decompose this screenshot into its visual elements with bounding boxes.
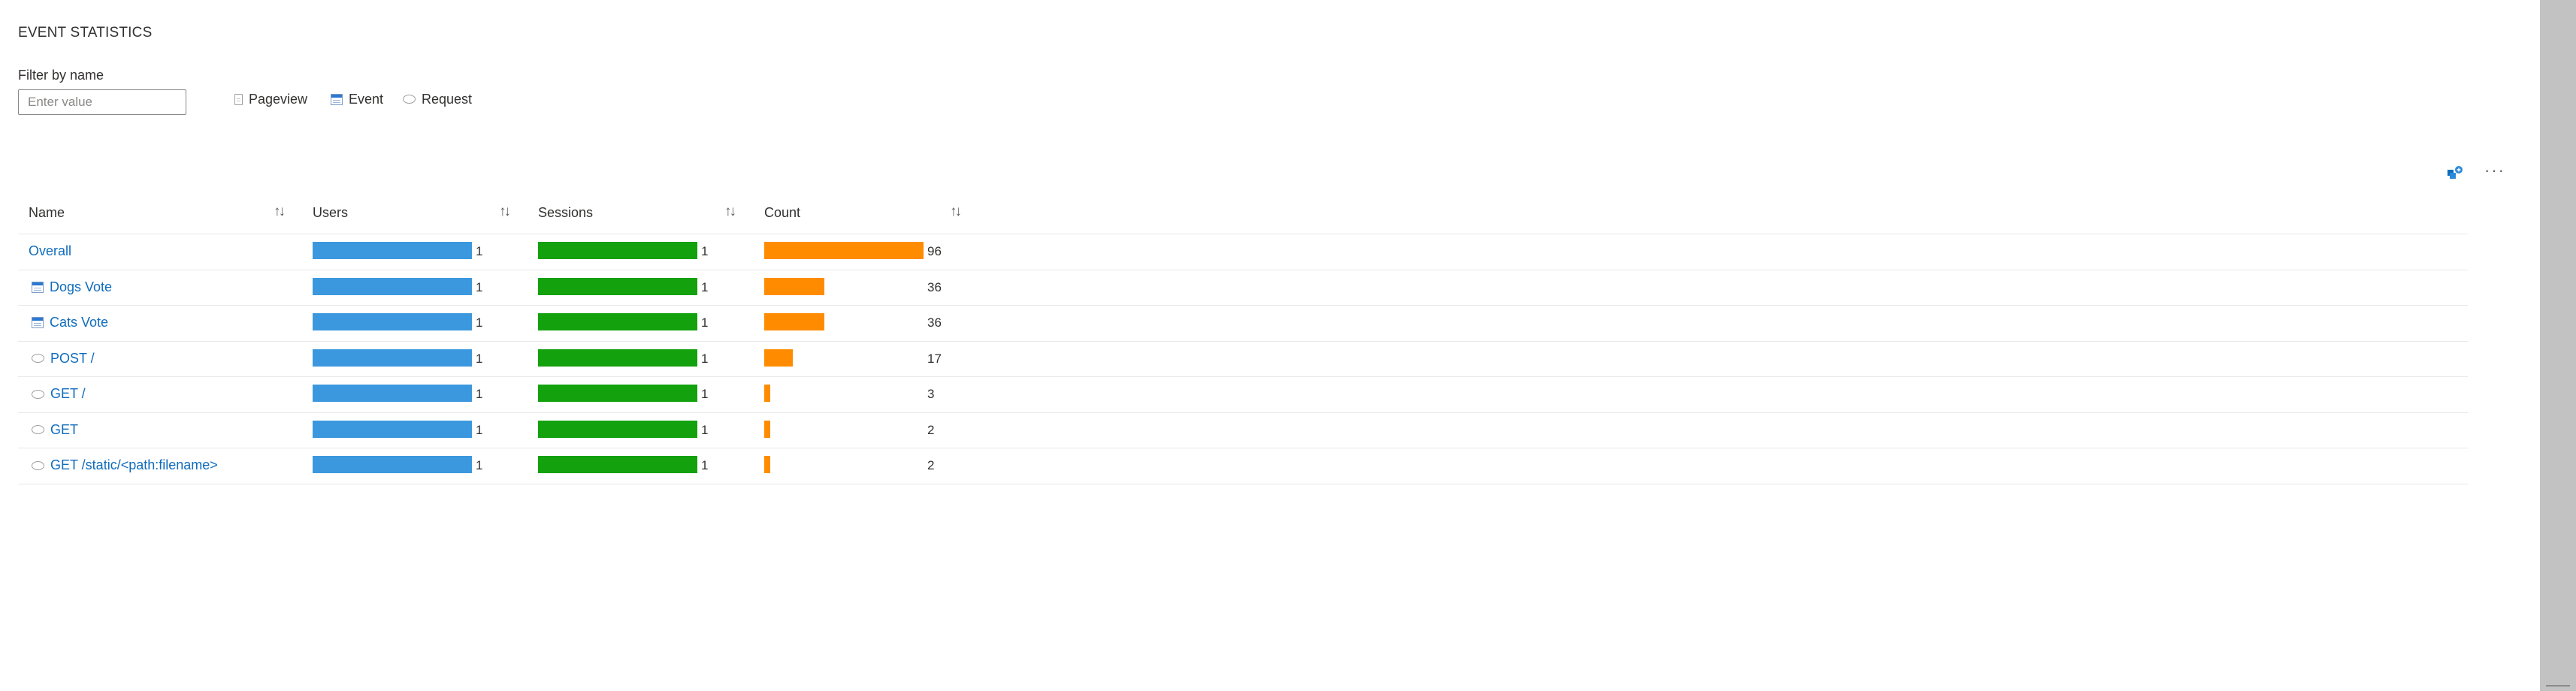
table-row: Cats Vote 1 1 36: [18, 305, 2468, 341]
event-icon: [32, 281, 44, 293]
table-row: Overall 1 1 96: [18, 234, 2468, 270]
pin-to-dashboard-icon[interactable]: [2447, 165, 2463, 182]
legend-request[interactable]: Request: [403, 89, 472, 109]
sort-name-icon[interactable]: ↑↓: [274, 204, 286, 219]
sort-users-icon[interactable]: ↑↓: [499, 204, 511, 219]
row-name-link[interactable]: GET: [32, 422, 78, 438]
count-value: 3: [927, 387, 935, 401]
count-value: 36: [927, 315, 942, 330]
row-name-link[interactable]: Cats Vote: [32, 315, 108, 330]
sessions-value: 1: [701, 315, 709, 330]
row-name: Cats Vote: [50, 315, 109, 330]
users-bar: [313, 420, 472, 438]
count-bar: [764, 277, 824, 295]
legend-pageview-label: Pageview: [249, 91, 308, 107]
row-name-link[interactable]: GET /: [32, 386, 86, 402]
row-name: POST /: [50, 350, 95, 366]
sessions-value: 1: [701, 351, 709, 366]
users-bar: [313, 385, 472, 402]
users-value: 1: [476, 422, 483, 437]
page-title: EVENT STATISTICS: [18, 25, 153, 41]
legend-pageview[interactable]: Pageview: [234, 89, 307, 109]
table-row: GET 1 1 2: [18, 412, 2468, 448]
count-bar: [764, 242, 924, 259]
count-bar: [764, 385, 770, 402]
column-header-count[interactable]: Count: [764, 205, 801, 220]
table-row: Dogs Vote 1 1 36: [18, 269, 2468, 306]
users-value: 1: [476, 315, 483, 330]
sort-sessions-icon[interactable]: ↑↓: [724, 204, 736, 219]
users-value: 1: [476, 458, 483, 472]
sessions-value: 1: [701, 244, 709, 258]
more-options-icon[interactable]: ···: [2484, 161, 2505, 180]
sort-count-icon[interactable]: ↑↓: [950, 204, 962, 219]
users-value: 1: [476, 279, 483, 294]
sessions-bar: [538, 420, 697, 438]
sessions-bar: [538, 456, 697, 473]
row-name: Dogs Vote: [50, 279, 113, 294]
table-row: POST / 1 1 17: [18, 340, 2468, 377]
count-bar: [764, 349, 793, 367]
legend-event-label: Event: [349, 91, 384, 107]
sessions-bar: [538, 242, 697, 259]
users-value: 1: [476, 351, 483, 366]
count-bar: [764, 420, 770, 438]
row-name-link[interactable]: GET /static/<path:filename>: [32, 457, 218, 473]
legend-event[interactable]: Event: [331, 89, 383, 109]
legend-request-label: Request: [422, 91, 473, 107]
row-name-link[interactable]: Dogs Vote: [32, 279, 112, 295]
filter-label: Filter by name: [18, 68, 104, 83]
users-bar: [313, 456, 472, 473]
count-value: 96: [927, 244, 942, 258]
sessions-bar: [538, 313, 697, 330]
table-row: GET /static/<path:filename> 1 1 2: [18, 448, 2468, 484]
row-name-link[interactable]: POST /: [32, 351, 95, 367]
scrollbar-grip[interactable]: [2546, 685, 2570, 686]
users-bar: [313, 349, 472, 367]
column-header-name[interactable]: Name: [29, 205, 65, 220]
event-icon: [331, 93, 343, 105]
request-icon: [32, 389, 44, 399]
users-value: 1: [476, 387, 483, 401]
filter-input[interactable]: [18, 89, 186, 115]
request-icon: [403, 95, 416, 104]
sessions-value: 1: [701, 422, 709, 437]
row-name: GET: [50, 421, 79, 437]
request-icon: [32, 460, 44, 470]
row-name: Overall: [29, 243, 72, 258]
column-header-sessions[interactable]: Sessions: [538, 205, 594, 220]
count-value: 36: [927, 279, 942, 294]
sessions-bar: [538, 349, 697, 367]
sessions-value: 1: [701, 279, 709, 294]
request-icon: [32, 354, 44, 363]
users-bar: [313, 313, 472, 330]
vertical-scrollbar[interactable]: [2540, 0, 2576, 691]
event-icon: [32, 317, 44, 328]
request-icon: [32, 425, 44, 434]
row-name-link[interactable]: Overall: [29, 243, 71, 259]
pageview-icon: [234, 93, 243, 105]
sessions-bar: [538, 385, 697, 402]
count-bar: [764, 456, 770, 473]
count-value: 17: [927, 351, 942, 366]
users-bar: [313, 277, 472, 295]
column-header-users[interactable]: Users: [313, 205, 349, 220]
sessions-value: 1: [701, 458, 709, 472]
sessions-value: 1: [701, 387, 709, 401]
count-bar: [764, 313, 824, 330]
table-row: GET / 1 1 3: [18, 376, 2468, 412]
count-value: 2: [927, 458, 935, 472]
sessions-bar: [538, 277, 697, 295]
row-name: GET /static/<path:filename>: [50, 457, 218, 472]
users-value: 1: [476, 244, 483, 258]
row-name: GET /: [50, 386, 86, 401]
count-value: 2: [927, 422, 935, 437]
users-bar: [313, 242, 472, 259]
